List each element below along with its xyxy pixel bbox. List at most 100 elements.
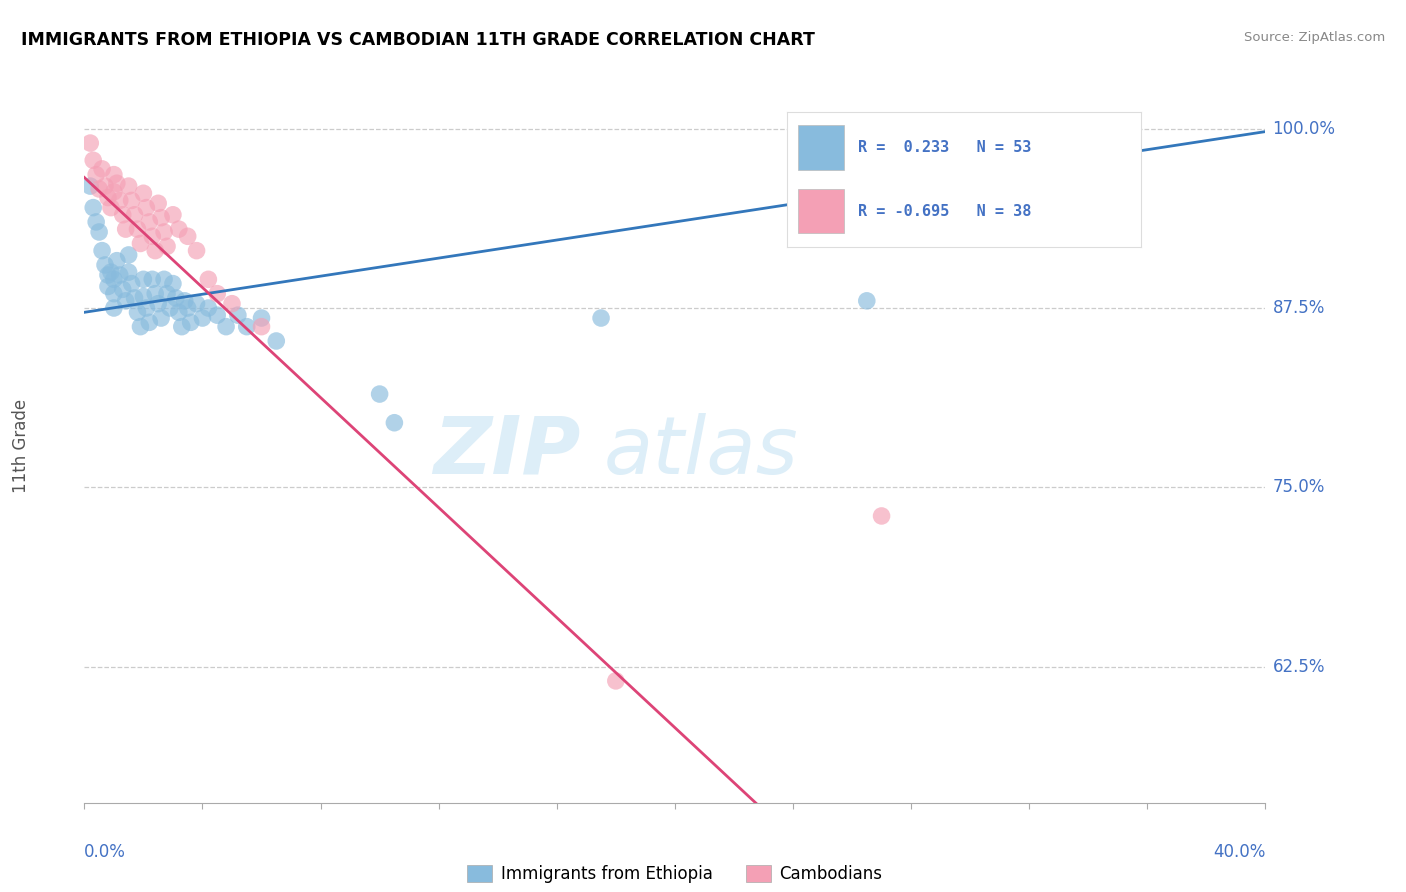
Point (87, 225, 111, 239)
Point (127, 222, 149, 236)
Point (221, 296, 243, 310)
Point (177, 229, 200, 244)
Point (855, 293, 877, 308)
Point (103, 168, 125, 182)
Point (121, 277, 143, 291)
Point (129, 236, 152, 251)
Point (143, 244, 166, 258)
Point (605, 673, 627, 688)
Point (197, 301, 219, 315)
Point (124, 208, 146, 222)
Point (141, 229, 163, 244)
Point (105, 176, 128, 190)
Point (121, 194, 143, 208)
Point (114, 222, 136, 236)
Point (226, 308, 249, 322)
Point (141, 272, 163, 286)
Point (111, 282, 134, 296)
Point (162, 277, 184, 291)
Point (870, 508, 893, 523)
Point (129, 319, 152, 334)
Point (135, 301, 157, 315)
Point (167, 222, 190, 236)
Point (132, 186, 155, 201)
Legend: Immigrants from Ethiopia, Cambodians: Immigrants from Ethiopia, Cambodians (461, 858, 889, 889)
Point (250, 311, 273, 326)
Point (173, 293, 195, 308)
Point (91, 161, 114, 176)
Point (97, 190, 120, 204)
Point (205, 308, 228, 322)
Point (191, 311, 214, 326)
Point (215, 319, 238, 334)
Point (138, 315, 160, 329)
Point (148, 296, 170, 310)
Point (165, 291, 187, 305)
Point (94, 258, 117, 272)
Point (153, 225, 176, 239)
Point (82, 201, 104, 215)
Point (148, 196, 170, 211)
Text: 40.0%: 40.0% (1213, 843, 1265, 861)
Point (264, 334, 288, 348)
Point (197, 272, 219, 286)
Point (186, 296, 208, 310)
Text: 87.5%: 87.5% (1272, 299, 1324, 317)
Point (111, 208, 134, 222)
Point (82, 153, 104, 168)
Point (84, 168, 107, 182)
Point (156, 286, 179, 301)
Point (87, 182, 111, 196)
Point (124, 291, 146, 305)
Point (118, 265, 141, 279)
Point (114, 293, 136, 308)
Point (150, 211, 173, 225)
Point (156, 239, 179, 253)
Point (103, 272, 125, 286)
Point (167, 305, 190, 319)
Point (94, 179, 117, 194)
Point (127, 305, 149, 319)
Text: IMMIGRANTS FROM ETHIOPIA VS CAMBODIAN 11TH GRADE CORRELATION CHART: IMMIGRANTS FROM ETHIOPIA VS CAMBODIAN 11… (21, 31, 815, 49)
Text: atlas: atlas (605, 413, 799, 491)
Point (159, 301, 181, 315)
Point (235, 319, 259, 334)
Point (250, 319, 273, 334)
Point (84, 215, 107, 229)
Point (138, 215, 160, 229)
Point (143, 286, 166, 301)
Point (118, 248, 141, 262)
Point (108, 194, 131, 208)
Point (382, 416, 406, 430)
Point (79, 179, 101, 194)
Text: ZIP: ZIP (433, 413, 581, 491)
Point (118, 179, 141, 194)
Point (91, 244, 114, 258)
Point (103, 301, 125, 315)
Point (103, 185, 125, 199)
Point (105, 253, 128, 268)
Point (170, 319, 193, 334)
Point (186, 244, 208, 258)
Point (368, 387, 391, 401)
Point (100, 201, 122, 215)
Point (205, 286, 228, 301)
Point (108, 268, 131, 282)
Point (79, 136, 101, 150)
Text: 100.0%: 100.0% (1272, 120, 1336, 137)
Point (132, 289, 155, 303)
Point (153, 272, 176, 286)
Point (150, 311, 173, 326)
Point (591, 311, 613, 326)
Text: Source: ZipAtlas.com: Source: ZipAtlas.com (1244, 31, 1385, 45)
Point (97, 268, 120, 282)
Text: 62.5%: 62.5% (1272, 657, 1324, 675)
Point (100, 265, 122, 279)
Point (180, 315, 202, 329)
Point (97, 279, 120, 293)
Point (135, 201, 157, 215)
Point (103, 286, 125, 301)
Point (162, 208, 184, 222)
Point (177, 301, 200, 315)
Text: 0.0%: 0.0% (84, 843, 127, 861)
